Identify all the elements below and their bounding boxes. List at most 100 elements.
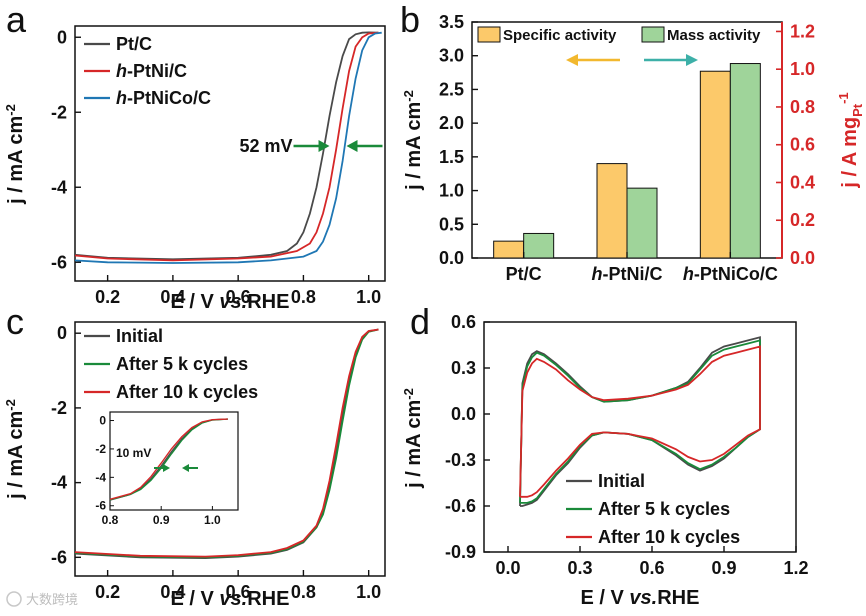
c-xtick-label: 0.6 [226,582,251,602]
d-legend-label-1: After 5 k cycles [598,499,730,519]
bar-mass-0 [523,232,555,259]
a-series-1 [74,31,379,262]
panel-b: b Pt/C h-PtNi/C h-PtNiCo/C0.00.51.01.52.02… [400,0,865,284]
a-xtick-label: 0.2 [95,287,120,307]
arrowhead-left-icon [566,54,578,66]
panel-d: d 0.0 0.3 0.6 0.9 1.2 0.6 0.3 0.0 -0.3 -0.6 -0.9 I… [401,301,809,609]
b-ytick-right-label: 1.2 [790,21,815,41]
c-ytick-label: -4 [51,473,67,493]
c-xtick-label: 0.2 [95,582,120,602]
d-xtick-label: 0.6 [639,558,664,578]
arrowhead-left-icon [182,464,189,472]
ticks-group-a: 0.2 0.4 0.6 0.8 1.0 0 -2 -4 -6 [51,27,381,307]
b-ytick-left-label: 1.5 [439,147,464,167]
d-ytick-label: 0.6 [451,312,476,332]
d-ytick-label: -0.3 [445,450,476,470]
d-series-2 [519,345,761,498]
a-series-2 [74,31,382,264]
watermark: 大数跨境 [6,591,78,607]
c-inset-ytick-label: -6 [95,499,106,513]
c-inset-ytick-label: -4 [95,470,106,484]
b-category-label-2: h-PtNiCo/C [683,264,778,284]
b-ytick-right-label: 0.4 [790,172,815,192]
a-legend-label-1: h-PtNi/C [116,61,187,81]
c-legend-label-1: After 5 k cycles [116,354,248,374]
panel-a: a 0.2 0.4 0.6 0.8 1.0 0 -2 -4 -6 52 mV Pt/C h-PtN… [3,0,386,313]
a-xtick-label: 1.0 [356,287,381,307]
plot-frame-c [74,321,386,577]
watermark-logo-icon [6,591,22,607]
panel-c: c 0.2 0.4 0.6 0.8 1.0 0 -2 -4 -6 Initial After 5 … [3,301,386,610]
panel-label-c: c [6,301,24,342]
legend-label-specific: Specific activity [503,27,617,44]
c-legend-label-2: After 10 k cycles [116,382,258,402]
d-ytick-label: 0.0 [451,404,476,424]
legend-swatch-mass [641,26,665,43]
b-ytick-left-label: 2.5 [439,79,464,99]
c-inset-xtick-label: 0.8 [102,513,119,527]
c-xtick-label: 1.0 [356,582,381,602]
b-ytick-left-label: 1.0 [439,181,464,201]
ylabel-left-b: j / mA cm-2 [401,90,425,191]
arrowhead-right-icon [686,54,698,66]
d-legend-label-2: After 10 k cycles [598,527,740,547]
c-inset-series-2 [109,418,228,500]
arrowhead-right-icon [346,140,358,152]
d-xtick-label: 0.0 [495,558,520,578]
annotation-52mv: 52 mV [240,136,383,156]
c-ytick-label: -2 [51,398,67,418]
a-xtick-label: 0.4 [160,287,185,307]
b-ytick-right-label: 0.2 [790,210,815,230]
c-xtick-label: 0.4 [160,582,185,602]
a-xtick-label: 0.8 [291,287,316,307]
b-category-italic-prefix: h [592,264,603,284]
b-category-rest: -PtNi/C [603,264,663,284]
a-ytick-label: 0 [57,27,67,47]
xlabel-c: E / V vs.RHE [171,588,290,610]
a-legend-italic-prefix: h [116,88,127,108]
c-ytick-label: -6 [51,547,67,567]
a-ytick-label: -4 [51,177,67,197]
d-legend-label-0: Initial [598,471,645,491]
arrowhead-left-icon [318,140,330,152]
panel-label-a: a [6,0,27,40]
d-xtick-label: 1.2 [783,558,808,578]
legend-b: Specific activity Mass activity [477,26,761,66]
bar-mass-1 [626,187,658,259]
b-category-label-0: Pt/C [506,264,542,284]
series-group-d [519,336,761,507]
b-ytick-right-label: 0.0 [790,248,815,268]
annotation-text-a: 52 mV [240,136,293,156]
c-legend-label-0: Initial [116,326,163,346]
c-inset-ytick-label: 0 [99,414,106,428]
c-series-2 [74,328,379,558]
ylabel-a: j / mA cm-2 [3,104,27,205]
ticks-group-c: 0.2 0.4 0.6 0.8 1.0 0 -2 -4 -6 [51,323,381,602]
a-legend-label-0: Pt/C [116,34,152,54]
c-inset-ytick-label: -2 [95,442,106,456]
a-legend-label-2: h-PtNiCo/C [116,88,211,108]
a-legend-rest: -PtNi/C [127,61,187,81]
a-legend-italic-prefix: h [116,61,127,81]
b-category-label-1: h-PtNi/C [592,264,663,284]
legend-swatch-specific [477,26,501,43]
c-xtick-label: 0.8 [291,582,316,602]
plot-frame-a [74,25,386,282]
d-xtick-label: 0.9 [711,558,736,578]
bars-group-b [493,63,761,259]
plot-frame-d [483,321,797,553]
panel-label-d: d [410,301,430,342]
b-ytick-left-label: 2.0 [439,113,464,133]
annotation-10mv: 10 mV [116,446,198,472]
c-inset-xtick-label: 1.0 [204,513,221,527]
b-ytick-left-label: 0.0 [439,248,464,268]
a-ytick-label: -2 [51,102,67,122]
b-category-rest: -PtNiCo/C [694,264,778,284]
ylabel-c: j / mA cm-2 [3,399,27,500]
inset-ticks-group: 0.8 0.9 1.0 0 -2 -4 -6 [95,414,221,527]
bar-mass-2 [729,63,761,259]
legend-a: Pt/C h-PtNi/C h-PtNiCo/C [84,34,211,108]
xlabel-d: E / V vs.RHE [581,587,700,609]
b-ytick-right-label: 1.0 [790,59,815,79]
